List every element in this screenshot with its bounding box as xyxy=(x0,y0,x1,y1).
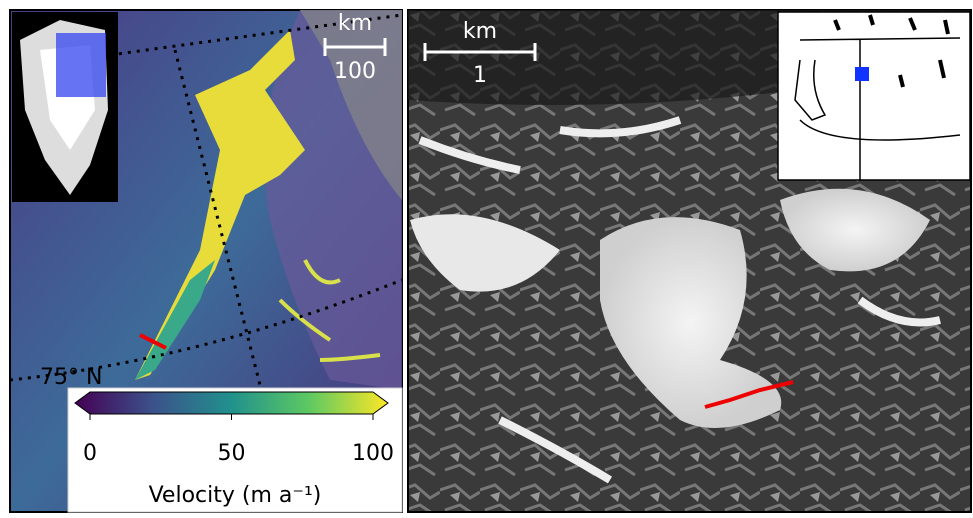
scale-length: 1 xyxy=(473,63,487,88)
right-panel: km 1 xyxy=(408,10,971,512)
colorbar-label: Velocity (m a⁻¹) xyxy=(149,483,322,508)
colorbar-tick-label: 100 xyxy=(352,441,394,466)
latitude-label: 75° N xyxy=(40,365,102,390)
scale-unit: km xyxy=(338,11,372,36)
colorbar-tick-label: 50 xyxy=(218,441,246,466)
left-panel: km 100 75° N 0 50 100 Velocity (m a⁻¹) xyxy=(10,10,402,512)
scale-length: 100 xyxy=(334,59,376,84)
figure: km 100 75° N 0 50 100 Velocity (m a⁻¹) km … xyxy=(0,0,973,514)
colorbar-tick-label: 0 xyxy=(83,441,97,466)
scale-unit: km xyxy=(463,19,497,44)
colorbar xyxy=(75,392,388,414)
